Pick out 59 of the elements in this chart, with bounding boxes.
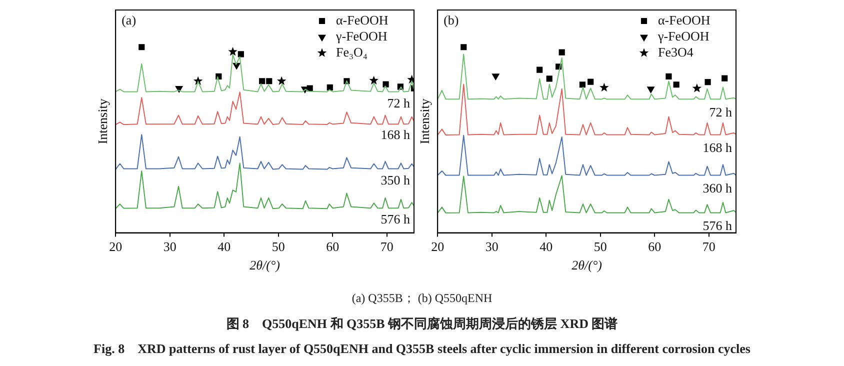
x-tick-label: 70 (702, 239, 716, 254)
point (546, 76, 552, 82)
point (228, 46, 238, 56)
point (579, 82, 586, 88)
text: (a) Q355B； (b) Q550qENH (350, 290, 494, 307)
legend-label: α-FeOOH (336, 12, 388, 28)
chart-title: (b) (444, 12, 459, 28)
legend-label: γ-FeOOH (657, 28, 710, 44)
point (673, 82, 680, 88)
x-tick-label: 40 (540, 239, 553, 254)
x-tick-label: 20 (109, 239, 122, 254)
x-tick-label: 40 (218, 239, 231, 254)
series-label: 576 h (380, 211, 410, 226)
series-label: 360 h (702, 180, 732, 196)
point (382, 81, 389, 88)
series-label: 72 h (709, 104, 732, 120)
caption: 图 8 Q550qENH 和 Q355B 钢不同腐蚀周期周浸后的锈层 XRD 图谱 (225, 315, 619, 333)
y-axis-title: Intensity (95, 98, 110, 144)
point (722, 75, 728, 82)
y-axis-title: Intensity (417, 98, 432, 144)
point (276, 76, 286, 86)
x-tick-label: 30 (163, 239, 176, 254)
x-axis-title: 2θ/(°) (250, 258, 280, 273)
x-tick-label: 20 (431, 239, 444, 254)
x-tick-label: 60 (326, 239, 340, 254)
x-tick-label: 50 (272, 239, 285, 254)
legend-label: Fe₃O₄ (336, 44, 368, 60)
x-axis-title: 2θ/(°) (572, 258, 602, 273)
point (647, 86, 654, 94)
point (492, 74, 500, 80)
point (692, 83, 702, 92)
point (666, 73, 672, 80)
chart-title: (a) (122, 12, 136, 28)
caption: Fig. 8 XRD patterns of rust layer of Q550qENH and Q355B steels after cyclic immersion in different corrosion cycles (92, 340, 752, 358)
point (558, 49, 565, 56)
point (266, 78, 272, 84)
point (600, 82, 609, 92)
point (238, 51, 244, 58)
legend-label: Fe3O4 (658, 44, 694, 60)
x-tick-label: 50 (594, 239, 607, 254)
point (588, 78, 594, 85)
x-tick-label: 60 (648, 239, 662, 254)
series-label: 350 h (380, 172, 410, 188)
point (326, 84, 333, 90)
series-label: 72 h (387, 95, 410, 110)
point (138, 44, 145, 50)
legend-label: α-FeOOH (658, 12, 710, 28)
point (536, 66, 543, 73)
x-tick-label: 70 (380, 239, 394, 254)
point (369, 76, 378, 84)
point (460, 44, 467, 50)
series-label: 168 h (702, 140, 732, 155)
point (175, 86, 183, 92)
point (259, 78, 266, 84)
x-tick-label: 30 (485, 239, 498, 254)
point (704, 78, 711, 86)
series-label: 576 h (702, 218, 732, 233)
legend-label: γ-FeOOH (335, 28, 388, 44)
series-label: 168 h (380, 126, 410, 142)
